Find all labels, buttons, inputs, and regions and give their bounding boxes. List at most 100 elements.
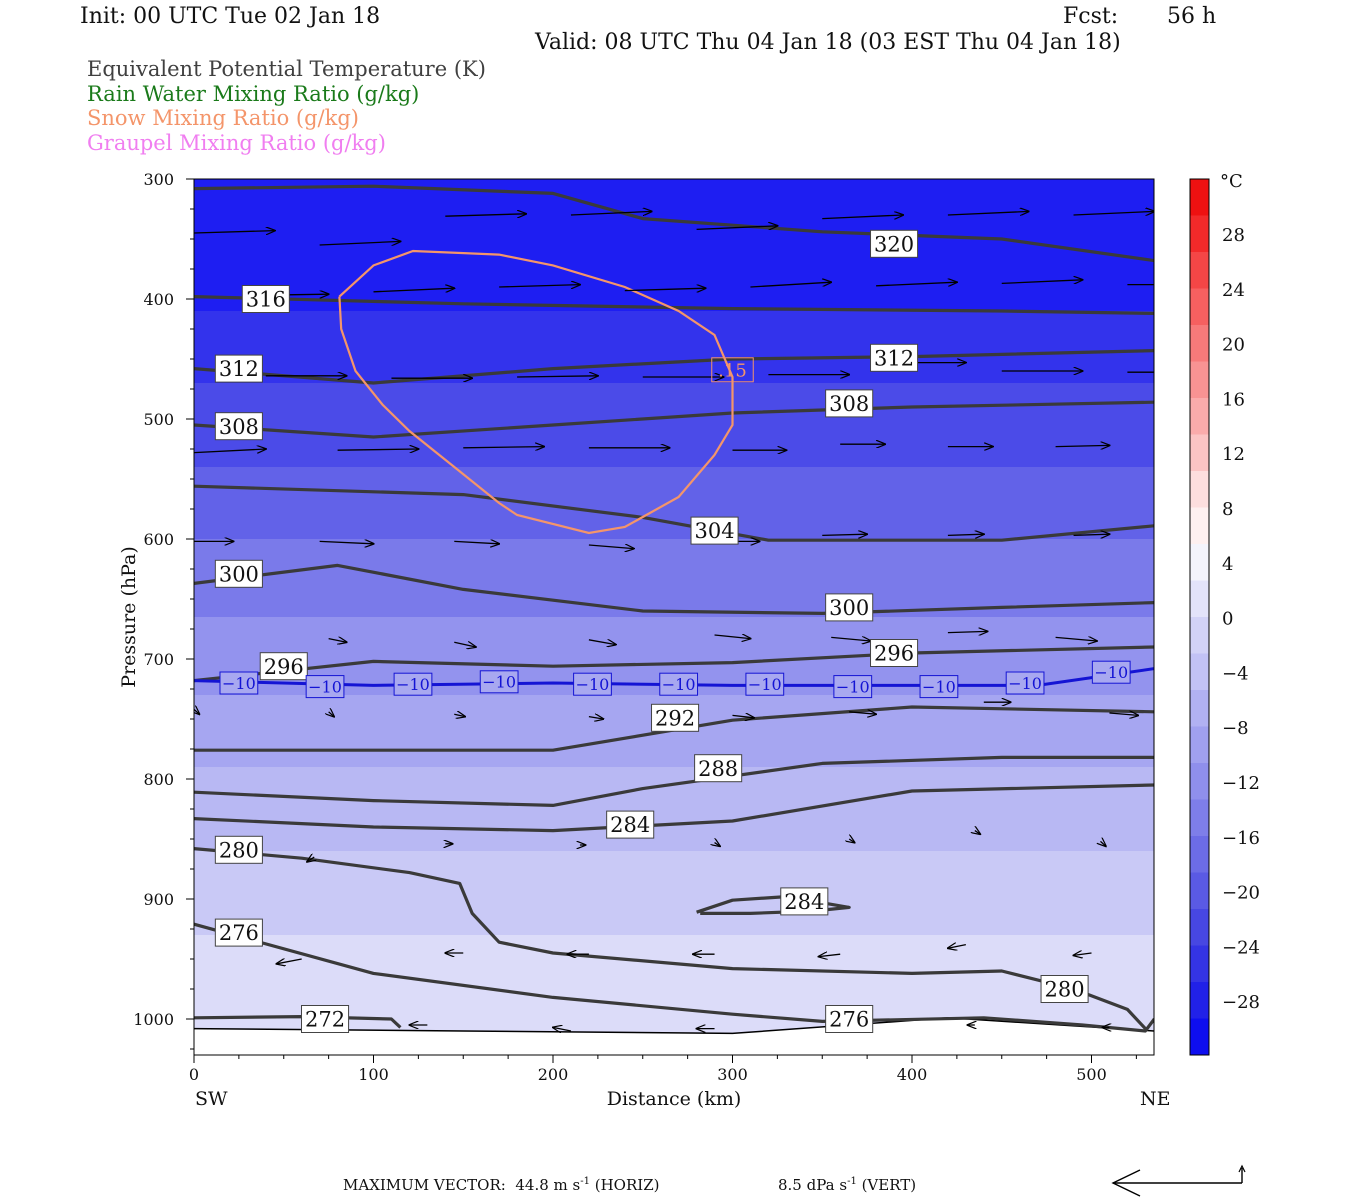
theta-e-label-box xyxy=(241,285,290,313)
theta-e-label-box xyxy=(214,354,263,383)
wind-vector xyxy=(948,945,966,949)
y-tick-label: 800 xyxy=(143,770,174,789)
y-tick-label: 500 xyxy=(143,410,174,429)
colorbar-swatch xyxy=(1190,288,1209,326)
colorbar-label: 16 xyxy=(1222,389,1245,410)
y-tick-label: 1000 xyxy=(133,1010,174,1029)
wind-vector xyxy=(319,241,401,245)
colorbar-label: −4 xyxy=(1222,663,1249,684)
wind-vector xyxy=(277,959,302,964)
temperature-label: −10 xyxy=(308,677,342,696)
theta-e-label: 280 xyxy=(1045,978,1085,1002)
colorbar-swatch xyxy=(1190,945,1209,983)
theta-e-label: 308 xyxy=(829,392,869,416)
theta-e-label: 292 xyxy=(655,706,695,730)
theta-e-label: 300 xyxy=(219,562,259,586)
theta-e-label: 320 xyxy=(874,232,914,256)
colorbar-label: −16 xyxy=(1222,828,1260,849)
theta-e-contour xyxy=(194,400,1154,439)
colorbar-swatch xyxy=(1190,982,1209,1019)
colorbar-label: −12 xyxy=(1222,773,1260,794)
temperature-label-box xyxy=(219,671,259,695)
snow-label-box xyxy=(711,357,754,383)
y-tick-label: 300 xyxy=(143,170,174,189)
temperature-label: −10 xyxy=(662,675,696,694)
wind-vector xyxy=(624,288,706,290)
wind-vector xyxy=(750,282,831,288)
colorbar-label: 24 xyxy=(1222,280,1245,301)
wind-vector xyxy=(454,714,465,716)
colorbar-swatch xyxy=(1190,398,1209,435)
wind-vector xyxy=(307,857,314,862)
x-axis-title: Distance (km) xyxy=(607,1088,742,1110)
wind-vector xyxy=(445,214,526,216)
ground-mask xyxy=(194,1017,1154,1055)
temperature-label: −10 xyxy=(1008,674,1042,693)
max-vector-horiz: MAXIMUM VECTOR: 44.8 m s-1 (HORIZ) xyxy=(343,1176,660,1194)
theta-e-label-box xyxy=(301,1005,350,1033)
temperature-label: −10 xyxy=(922,677,956,696)
snow-label: .15 xyxy=(718,360,747,381)
theta-e-label-box xyxy=(214,559,263,588)
theta-e-label: 288 xyxy=(698,757,738,781)
y-tick-label: 900 xyxy=(143,890,174,909)
wind-vector xyxy=(1100,841,1105,846)
theta-e-label-box xyxy=(694,754,743,783)
wind-vector xyxy=(696,226,778,230)
theta-e-label-box xyxy=(780,887,829,916)
temperature-label-box xyxy=(479,670,519,694)
snow-contour xyxy=(338,249,734,535)
theta-e-label: 312 xyxy=(219,357,259,381)
colorbar-swatch xyxy=(1190,580,1209,618)
temperature-label-box xyxy=(919,675,959,699)
wind-vector xyxy=(454,541,499,543)
theta-e-label: 280 xyxy=(219,838,259,862)
theta-e-contour xyxy=(194,755,1154,807)
y-tick-label: 700 xyxy=(143,650,174,669)
wind-vector xyxy=(849,712,876,714)
temperature-label: −10 xyxy=(836,677,870,696)
theta-e-label: 300 xyxy=(829,596,869,620)
theta-e-label-box xyxy=(214,412,263,441)
wind-vector xyxy=(499,285,580,287)
theta-e-label: 308 xyxy=(219,415,259,439)
theta-e-label-box xyxy=(214,835,263,864)
colorbar-swatch xyxy=(1190,653,1209,691)
colorbar-label: −28 xyxy=(1222,992,1260,1013)
theta-e-label-box xyxy=(870,229,919,258)
wind-vector xyxy=(328,639,347,643)
wind-vector xyxy=(1055,445,1110,446)
theta-e-contour xyxy=(194,295,1154,315)
theta-e-contour xyxy=(194,705,1154,752)
shading-layer xyxy=(194,179,1154,312)
theta-e-label: 316 xyxy=(246,288,286,312)
x-tick-label: 0 xyxy=(189,1065,199,1084)
theta-e-label: 296 xyxy=(264,655,304,679)
y-tick-label: 400 xyxy=(143,290,174,309)
theta-e-label: 272 xyxy=(305,1008,345,1032)
temperature-label: −10 xyxy=(748,675,782,694)
plot-frame xyxy=(193,178,1155,1056)
theta-e-label-box xyxy=(825,389,874,418)
theta-e-label-box xyxy=(1040,975,1089,1003)
colorbar-label: 0 xyxy=(1222,609,1233,630)
temperature-label-box xyxy=(833,675,873,699)
x-left-endpoint: SW xyxy=(195,1088,228,1110)
temperature-label: −10 xyxy=(1094,663,1128,682)
shading-layer xyxy=(194,767,1154,852)
wind-vector xyxy=(947,534,984,535)
theta-e-label-box xyxy=(214,918,263,947)
wind-vector xyxy=(822,534,867,535)
wind-vector xyxy=(947,211,1029,215)
wind-vector xyxy=(337,449,419,450)
theta-e-contour xyxy=(194,922,1154,1033)
theta-e-label: 312 xyxy=(874,346,914,370)
colorbar-swatch xyxy=(1190,909,1209,946)
colorbar-label: 12 xyxy=(1222,444,1245,465)
temperature-label-box xyxy=(393,672,433,696)
temperature-label: −10 xyxy=(396,675,430,694)
temperature-label-box xyxy=(573,672,612,696)
wind-vector xyxy=(570,211,652,215)
colorbar-swatch xyxy=(1190,471,1209,508)
y-tick-label: 600 xyxy=(143,530,174,549)
